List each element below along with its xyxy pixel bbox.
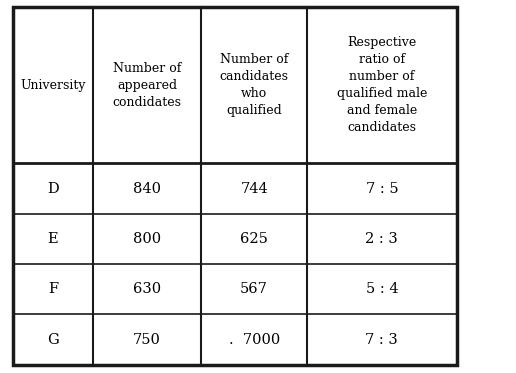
Text: Number of
candidates
who
qualified: Number of candidates who qualified bbox=[220, 53, 288, 117]
Text: 7 : 3: 7 : 3 bbox=[365, 333, 398, 347]
Text: 840: 840 bbox=[133, 182, 161, 195]
Text: 630: 630 bbox=[133, 282, 161, 296]
Bar bbox=[13, 7, 457, 365]
Text: University: University bbox=[20, 79, 86, 91]
Text: 750: 750 bbox=[133, 333, 161, 347]
Text: Number of
appeared
condidates: Number of appeared condidates bbox=[112, 62, 182, 109]
Text: 800: 800 bbox=[133, 232, 161, 246]
Text: 7 : 5: 7 : 5 bbox=[365, 182, 398, 195]
Text: 5 : 4: 5 : 4 bbox=[365, 282, 398, 296]
Text: G: G bbox=[47, 333, 59, 347]
Text: F: F bbox=[48, 282, 58, 296]
Text: 744: 744 bbox=[240, 182, 268, 195]
Text: D: D bbox=[47, 182, 59, 195]
Text: E: E bbox=[47, 232, 58, 246]
Text: 625: 625 bbox=[240, 232, 268, 246]
Text: Respective
ratio of
number of
qualified male
and female
candidates: Respective ratio of number of qualified … bbox=[336, 36, 427, 134]
Text: 567: 567 bbox=[240, 282, 268, 296]
Text: 2 : 3: 2 : 3 bbox=[365, 232, 398, 246]
Text: .  7000: . 7000 bbox=[229, 333, 280, 347]
